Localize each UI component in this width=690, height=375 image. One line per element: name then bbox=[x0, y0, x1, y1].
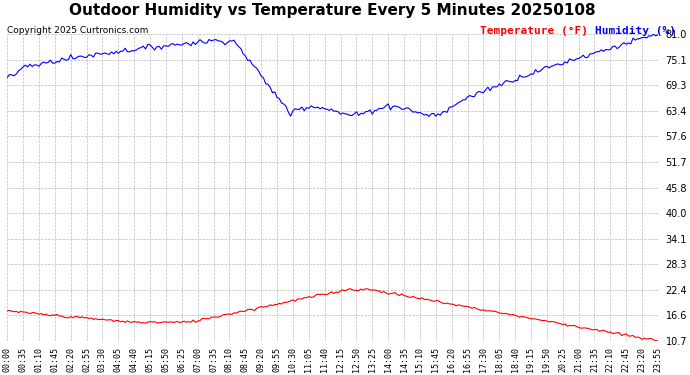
Text: Copyright 2025 Curtronics.com: Copyright 2025 Curtronics.com bbox=[7, 26, 148, 35]
Text: Temperature (°F): Temperature (°F) bbox=[480, 26, 588, 36]
Text: Humidity (%): Humidity (%) bbox=[595, 26, 676, 36]
Title: Outdoor Humidity vs Temperature Every 5 Minutes 20250108: Outdoor Humidity vs Temperature Every 5 … bbox=[69, 3, 596, 18]
